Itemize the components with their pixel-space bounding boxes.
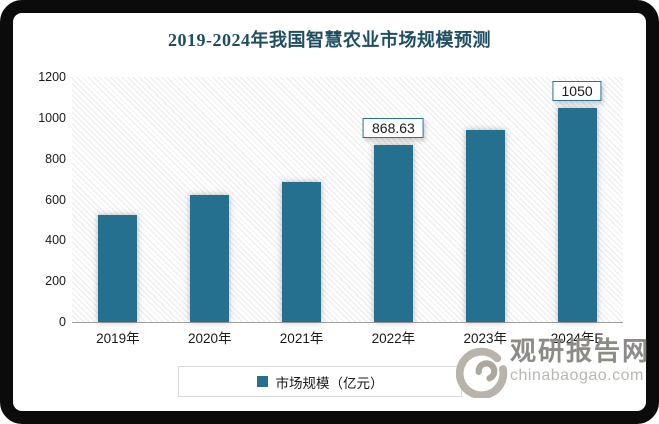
- x-tick-label: 2022年: [371, 331, 416, 346]
- y-tick-label: 200: [45, 274, 66, 289]
- y-tick-label: 1200: [38, 70, 66, 84]
- x-tick-label: 2023年: [463, 331, 508, 346]
- watermark-brand: 观研报告网: [510, 336, 651, 366]
- x-tick-label: 2024年E: [550, 331, 604, 346]
- y-tick-label: 0: [59, 315, 66, 329]
- bar-2021年: [282, 182, 322, 322]
- bar-2022年: [373, 144, 413, 322]
- data-label: 868.63: [362, 117, 424, 138]
- x-tick-label: 2020年: [187, 331, 232, 346]
- legend-swatch-icon: [256, 376, 268, 387]
- legend-label: 市场规模（亿元）: [275, 375, 384, 391]
- y-tick-label: 600: [45, 192, 66, 207]
- x-tick-label: 2019年: [96, 331, 140, 346]
- bar-2024年E: [557, 107, 597, 322]
- bar-2020年: [190, 195, 230, 322]
- chart-title: 2019-2024年我国智慧农业市场规模预测: [168, 30, 491, 50]
- y-tick-label: 400: [45, 233, 66, 248]
- bar-2023年: [465, 130, 505, 322]
- data-label: 1050: [552, 80, 602, 101]
- y-tick-label: 1000: [38, 110, 66, 125]
- bar-2019年: [98, 214, 138, 322]
- chinabaogao-spiral-logo-icon: [455, 346, 508, 403]
- x-axis: 2019年 2020年 2021年 2022年 2023年 2024年E: [72, 330, 623, 350]
- legend: 市场规模（亿元）: [178, 366, 462, 397]
- watermark-domain: chinabaogao.com: [510, 367, 644, 384]
- x-tick-label: 2021年: [279, 331, 324, 346]
- y-axis: 0 200 400 600 800 1000 1200: [4, 70, 66, 329]
- watermark: 观研报告网 chinabaogao.com: [455, 336, 656, 410]
- y-tick-label: 800: [45, 151, 66, 166]
- plot-area: 868.63 1050: [72, 77, 623, 323]
